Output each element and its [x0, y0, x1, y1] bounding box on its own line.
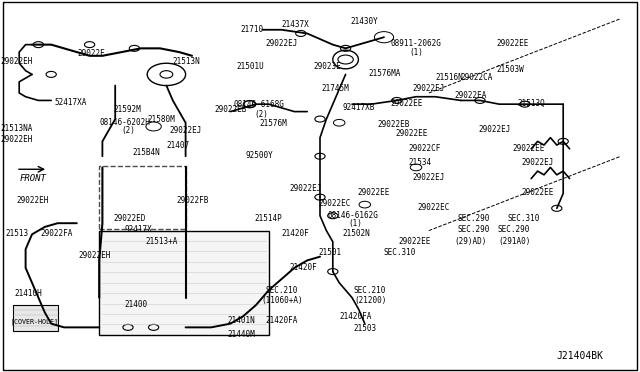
Text: (1): (1) [349, 219, 363, 228]
Text: SEC.310: SEC.310 [508, 214, 540, 223]
Text: 29022EC: 29022EC [417, 203, 450, 212]
Text: 29022EJ: 29022EJ [479, 125, 511, 134]
Text: 21516N: 21516N [435, 73, 463, 82]
Text: SEC.290: SEC.290 [458, 225, 490, 234]
Text: 29023E: 29023E [314, 62, 341, 71]
Text: 29022FA: 29022FA [40, 229, 73, 238]
Text: 29022EE: 29022EE [357, 188, 390, 197]
Text: 21401N: 21401N [227, 316, 255, 325]
Text: 29022EB: 29022EB [378, 120, 410, 129]
Text: 21514P: 21514P [255, 214, 282, 223]
Text: 29022EB: 29022EB [214, 105, 247, 114]
Text: 92417X: 92417X [125, 225, 152, 234]
Text: 21420F: 21420F [290, 263, 317, 272]
Text: 92417XB: 92417XB [342, 103, 375, 112]
Text: 21503W: 21503W [496, 65, 524, 74]
Bar [13, 305, 58, 331]
Text: 21513: 21513 [5, 229, 28, 238]
Text: 21420FA: 21420FA [339, 312, 372, 321]
Text: 29022EE: 29022EE [396, 129, 428, 138]
Text: 21513Q: 21513Q [517, 99, 545, 108]
Text: 92500Y: 92500Y [245, 151, 273, 160]
Text: SEC.310: SEC.310 [384, 248, 417, 257]
Text: 29022EE: 29022EE [398, 237, 431, 246]
Text: 21430Y: 21430Y [351, 17, 378, 26]
Text: [COVER-HOLE]: [COVER-HOLE] [11, 318, 59, 325]
Text: 29022EH: 29022EH [1, 57, 33, 66]
Text: 08146-6168G: 08146-6168G [234, 100, 284, 109]
Text: (2): (2) [255, 110, 269, 119]
Text: 21580M: 21580M [147, 115, 175, 124]
Text: (21200): (21200) [354, 296, 387, 305]
Text: 21513+A: 21513+A [146, 237, 179, 246]
Text: 21513NA: 21513NA [1, 124, 33, 133]
Text: 29022CF: 29022CF [408, 144, 441, 153]
Text: 21437X: 21437X [282, 20, 309, 29]
Text: 29022ED: 29022ED [114, 214, 147, 223]
Text: (2): (2) [122, 126, 136, 135]
Text: 29022EH: 29022EH [78, 251, 111, 260]
Text: 29022EE: 29022EE [496, 39, 529, 48]
Text: 21576M: 21576M [259, 119, 287, 128]
Text: 21503: 21503 [354, 324, 377, 333]
Text: J21404BK: J21404BK [557, 352, 604, 361]
Text: 08146-6162G: 08146-6162G [328, 211, 378, 219]
Text: 21513N: 21513N [173, 57, 200, 66]
Text: 21502N: 21502N [342, 229, 370, 238]
Text: 29022EJ: 29022EJ [522, 158, 554, 167]
Text: 29022EE: 29022EE [390, 99, 423, 108]
Text: 21501U: 21501U [237, 62, 264, 71]
Text: 29022EJ: 29022EJ [290, 185, 323, 193]
Text: 21501: 21501 [319, 248, 342, 257]
Bar [99, 231, 269, 335]
Text: (1): (1) [410, 48, 424, 57]
Text: 21710: 21710 [240, 25, 263, 33]
Text: FRONT: FRONT [19, 174, 46, 183]
Text: SEC.210: SEC.210 [266, 286, 298, 295]
Text: SEC.210: SEC.210 [354, 286, 387, 295]
Text: 29022FB: 29022FB [176, 196, 209, 205]
Text: 21400: 21400 [125, 300, 148, 309]
Text: 21576MA: 21576MA [368, 69, 401, 78]
Text: (11060+A): (11060+A) [261, 296, 303, 305]
Text: 29022EJ: 29022EJ [170, 126, 202, 135]
Text: 29022EJ: 29022EJ [266, 39, 298, 48]
Text: 21534: 21534 [408, 158, 431, 167]
Bar [99, 166, 186, 229]
Text: 29022EH: 29022EH [1, 135, 33, 144]
Text: (291A0): (291A0) [498, 237, 531, 246]
Text: 21592M: 21592M [114, 105, 141, 114]
Text: 21420FA: 21420FA [266, 316, 298, 325]
Text: 21745M: 21745M [322, 84, 349, 93]
Text: 29022EE: 29022EE [512, 144, 545, 153]
Text: 29022CA: 29022CA [461, 73, 493, 82]
Text: 29022EA: 29022EA [454, 92, 487, 100]
Text: SEC.290: SEC.290 [498, 225, 531, 234]
Text: 52417XA: 52417XA [54, 98, 87, 107]
Text: 29022EJ: 29022EJ [413, 173, 445, 182]
Text: 29022EJ: 29022EJ [413, 84, 445, 93]
Text: 21407: 21407 [166, 141, 189, 150]
Text: 29022EH: 29022EH [16, 196, 49, 205]
Text: 29022EE: 29022EE [522, 188, 554, 197]
Text: 08146-6202H: 08146-6202H [99, 118, 150, 127]
Text: SEC.290: SEC.290 [458, 214, 490, 223]
Text: 21440M: 21440M [227, 330, 255, 339]
Text: 21410H: 21410H [14, 289, 42, 298]
Text: (29)AD): (29)AD) [454, 237, 487, 246]
Text: 29022E: 29022E [77, 49, 105, 58]
Text: 21420F: 21420F [282, 229, 309, 238]
Text: 29022EC: 29022EC [319, 199, 351, 208]
Text: 215B4N: 215B4N [132, 148, 160, 157]
Text: 08911-2062G: 08911-2062G [390, 39, 441, 48]
